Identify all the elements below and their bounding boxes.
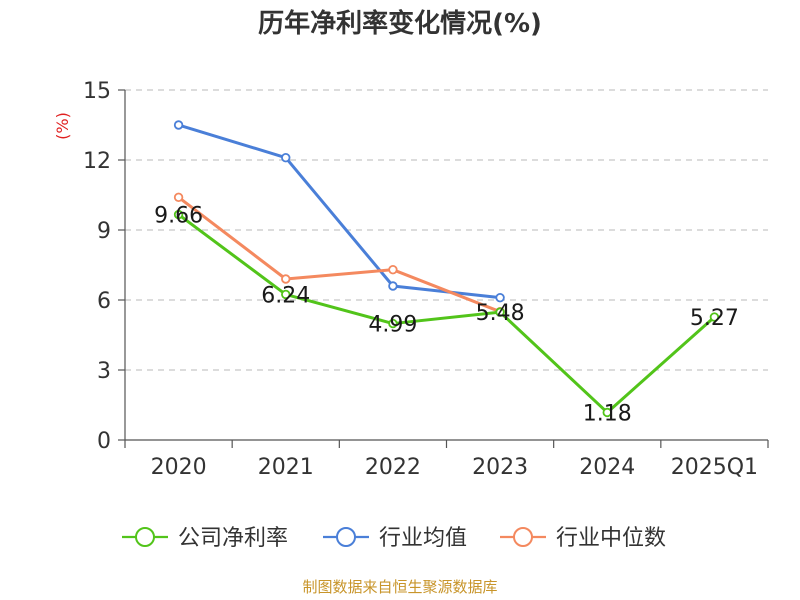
data-label: 9.66 bbox=[154, 204, 203, 229]
source-note: 制图数据来自恒生聚源数据库 bbox=[302, 578, 497, 596]
y-tick-label: 3 bbox=[97, 359, 111, 384]
data-point bbox=[173, 120, 184, 130]
series-1 bbox=[173, 209, 720, 418]
data-point bbox=[495, 307, 505, 317]
y-tick-label: 12 bbox=[83, 149, 111, 174]
data-point bbox=[495, 292, 505, 303]
x-tick-label: 2024 bbox=[579, 455, 635, 480]
y-tick-label: 0 bbox=[97, 429, 111, 454]
legend-marker bbox=[336, 527, 356, 547]
legend-label: 行业均值 bbox=[379, 526, 467, 551]
legend-label: 行业中位数 bbox=[556, 526, 666, 551]
y-tick-label: 9 bbox=[97, 219, 111, 244]
axes: 0 3 6 9 12 15 2020 2021 2022 2023 2024 2025Q1 bbox=[83, 79, 769, 480]
data-point bbox=[281, 274, 291, 284]
x-tick-label: 2021 bbox=[258, 455, 314, 480]
data-point bbox=[388, 281, 398, 291]
data-label: 5.48 bbox=[476, 301, 525, 326]
data-point bbox=[388, 264, 398, 275]
y-tick-label: 15 bbox=[83, 79, 111, 104]
chart-title: 历年净利率变化情况(%) bbox=[258, 8, 542, 39]
x-tick-label: 2025Q1 bbox=[671, 455, 758, 480]
y-tick-label: 6 bbox=[97, 289, 111, 314]
data-labels: 9.66 6.24 4.99 5.48 1.18 5.27 bbox=[154, 204, 739, 427]
series-layer bbox=[173, 120, 720, 418]
data-label: 5.27 bbox=[690, 306, 739, 331]
data-point bbox=[709, 312, 720, 322]
legend-marker bbox=[135, 527, 155, 547]
y-axis-unit: (%) bbox=[53, 112, 72, 140]
data-point bbox=[388, 318, 398, 329]
x-tick-label: 2020 bbox=[151, 455, 207, 480]
legend-marker bbox=[513, 527, 533, 547]
data-label: 4.99 bbox=[368, 313, 417, 338]
x-tick-label: 2022 bbox=[365, 455, 421, 480]
data-point bbox=[281, 152, 291, 163]
series-line bbox=[178, 123, 501, 300]
data-point bbox=[173, 209, 184, 220]
series-line bbox=[177, 196, 501, 314]
x-tick-label: 2023 bbox=[472, 455, 528, 480]
data-label: 1.18 bbox=[583, 401, 632, 426]
data-point bbox=[602, 407, 612, 418]
series-3 bbox=[173, 192, 505, 317]
legend-label: 公司净利率 bbox=[178, 526, 288, 551]
grid-lines bbox=[125, 89, 768, 371]
data-label: 6.24 bbox=[261, 283, 310, 308]
data-point bbox=[173, 192, 184, 203]
data-point bbox=[281, 289, 291, 300]
legend: 公司净利率 行业均值 行业中位数 bbox=[122, 526, 666, 551]
series-line bbox=[177, 213, 716, 414]
